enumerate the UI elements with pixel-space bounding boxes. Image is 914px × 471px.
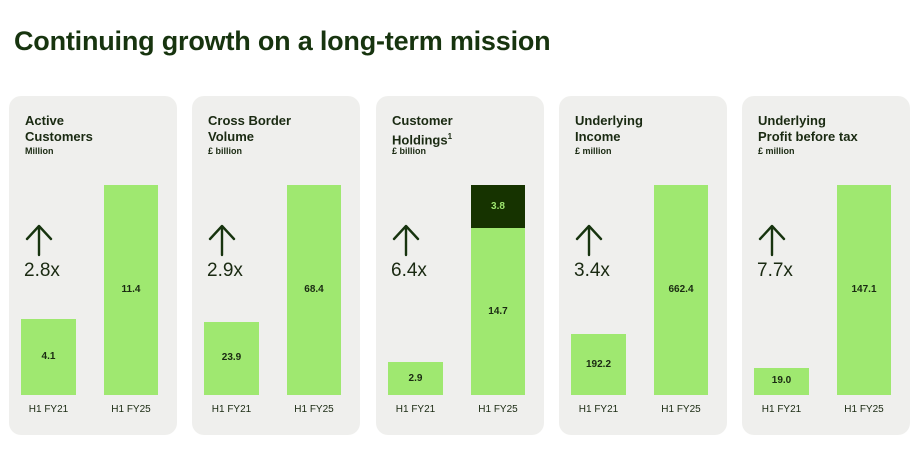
chart-title-line: Profit before tax [758,129,858,144]
x-tick-label: H1 FY21 [578,404,619,415]
chart-title-line: Cross Border [208,113,292,128]
x-tick-label: H1 FY21 [28,404,69,415]
chart-unit: £ million [758,146,795,156]
x-tick-label: H1 FY21 [395,404,436,415]
chart-card: Underlying Income £ million 3.4x 192.2 H1 FY2… [559,96,727,435]
chart-title: Customer Holdings1 [392,113,453,148]
stacked-bar-segment: 3.8 [471,185,525,229]
chart-unit: £ billion [208,146,243,156]
chart-title-line: Active [25,113,65,128]
chart-unit: £ billion [392,146,427,156]
chart-title-line: Income [575,129,621,144]
bar-value-label: 2.9 [408,372,423,384]
bar: 68.4 [287,185,341,395]
bar: 2.9 [388,362,443,395]
up-arrow-icon [758,224,786,257]
page-title: Continuing growth on a long-term mission [14,26,551,56]
bar-value-label: 68.4 [304,284,324,295]
chart-title-line: Underlying [758,113,826,128]
chart-title-line: Holdings [392,132,448,148]
x-tick-label: H1 FY25 [111,404,151,415]
footnote-marker: 1 [447,132,453,141]
bar-value-label: 4.1 [41,351,56,363]
x-tick-label: H1 FY25 [661,404,701,415]
chart-card: Cross Border Volume £ billion 2.9x 23.9 H1 FY… [192,96,360,435]
x-tick-label: H1 FY25 [294,404,334,415]
bar-value-label: 147.1 [851,284,877,295]
x-tick-label: H1 FY21 [211,404,252,415]
chart-card: Underlying Profit before tax £ million 7.7x… [742,96,910,435]
bar-value-label: 14.7 [488,305,508,317]
up-arrow-icon [575,224,603,257]
up-arrow-icon [208,224,236,257]
up-arrow-icon [25,224,53,257]
stacked-bar-value-label: 3.8 [491,200,505,212]
bar: 11.4 [104,185,158,395]
chart-title-line: Customer [392,113,453,128]
chart-card: Customer Holdings1 £ billion 6.4x 2.9 H1 FY21… [376,96,544,435]
chart-unit: Million [25,146,54,156]
chart-title: Underlying Profit before tax [758,113,858,145]
bar: 23.9 [204,321,259,395]
bar-value-label: 23.9 [221,352,242,364]
growth-multiplier: 6.4x [391,260,427,281]
bar: 147.1 [837,185,891,395]
bar-value-label: 11.4 [121,284,141,295]
growth-multiplier: 2.9x [207,260,243,281]
chart-title: Underlying Income [575,113,643,145]
up-arrow-icon [392,224,420,257]
bar: 4.1 [21,319,76,395]
bar-value-label: 662.4 [668,284,694,295]
chart-title-line: Volume [208,129,254,144]
bar-value-label: 192.2 [585,358,612,370]
chart-title-line: Underlying [575,113,643,128]
x-tick-label: H1 FY21 [761,404,802,415]
bar: 19.0 [754,367,809,395]
bar: 662.4 [654,185,708,395]
bar-value-label: 19.0 [771,375,792,387]
chart-title: Cross Border Volume [208,113,291,145]
chart-title: Active Customers [25,113,93,145]
bar: 192.2 [571,334,626,395]
growth-multiplier: 3.4x [574,260,610,281]
chart-unit: £ million [575,146,612,156]
bar: 14.7 [471,228,525,395]
growth-multiplier: 7.7x [757,260,793,281]
growth-multiplier: 2.8x [24,260,60,281]
x-tick-label: H1 FY25 [478,404,518,415]
chart-card: Active Customers Million 2.8x 4.1 H1 FY21 11.4… [9,96,177,435]
chart-title-line: Customers [25,129,93,144]
x-tick-label: H1 FY25 [844,404,884,415]
